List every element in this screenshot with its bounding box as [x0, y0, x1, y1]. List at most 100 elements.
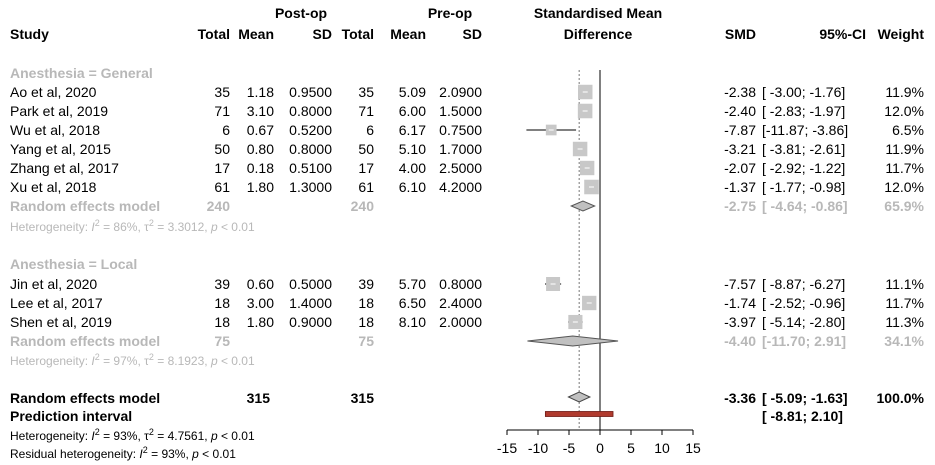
weight-value: 11.1% — [885, 276, 924, 292]
post-total: 18 — [214, 295, 230, 311]
post-total: 35 — [214, 84, 230, 100]
study-name: Lee et al, 2017 — [10, 295, 103, 311]
x-tick-label: 15 — [685, 440, 701, 456]
smd-value: -2.75 — [724, 198, 756, 214]
post-mean: 0.60 — [246, 276, 274, 292]
ci-value: [ -2.92; -1.22] — [762, 160, 846, 176]
post-total: 71 — [214, 103, 230, 119]
ci-value: [ -5.09; -1.63] — [762, 390, 848, 406]
study-name: Yang et al, 2015 — [10, 141, 111, 157]
post-total: 17 — [214, 160, 230, 176]
study-name: Park et al, 2019 — [10, 103, 109, 119]
smd-header-line1: Standardised Mean — [533, 5, 663, 21]
smd-value: -2.38 — [724, 84, 756, 100]
pre-total: 17 — [358, 160, 374, 176]
post-sd: 0.5000 — [289, 276, 332, 292]
pre-total: 61 — [358, 179, 374, 195]
study-column-header: Study — [10, 26, 49, 42]
post-mean: 3.10 — [246, 103, 274, 119]
x-tick-label: -15 — [497, 440, 517, 456]
model-label: Random effects model — [10, 333, 161, 349]
post-mean: 0.67 — [246, 122, 274, 138]
post-total: 50 — [214, 141, 230, 157]
study-name: Shen et al, 2019 — [10, 314, 112, 330]
post-mean: 0.18 — [246, 160, 274, 176]
post-total: 39 — [214, 276, 230, 292]
study-name: Wu et al, 2018 — [10, 122, 101, 138]
pre-total: 6 — [366, 122, 374, 138]
subgroup-label: Anesthesia = Local — [10, 256, 138, 272]
x-tick-label: 0 — [596, 440, 604, 456]
pre-mean: 4.00 — [398, 160, 426, 176]
pre-mean: 5.10 — [398, 141, 426, 157]
post-sd: 0.9500 — [289, 84, 332, 100]
study-name: Zhang et al, 2017 — [10, 160, 119, 176]
ci-value: [ -3.81; -2.61] — [762, 141, 846, 157]
pre-sd: 2.5000 — [439, 160, 482, 176]
post-sd: 0.5200 — [289, 122, 332, 138]
smd-value: -3.97 — [724, 314, 756, 330]
pre-total: 50 — [358, 141, 374, 157]
prediction-label: Prediction interval — [10, 408, 133, 424]
post-sd: 0.8000 — [289, 103, 332, 119]
model-label: Random effects model — [10, 390, 161, 406]
pre-total: 18 — [358, 295, 374, 311]
post-total: 240 — [206, 198, 230, 214]
residual-heterogeneity-text: Residual heterogeneity: I2 = 93%, p < 0.… — [10, 445, 236, 462]
study-name: Jin et al, 2020 — [10, 276, 98, 292]
pre-total: 35 — [358, 84, 374, 100]
subgroup-label: Anesthesia = General — [10, 65, 153, 81]
post-sd: 1.4000 — [289, 295, 332, 311]
post-sd: 0.9000 — [289, 314, 332, 330]
post-mean: 1.80 — [246, 314, 274, 330]
post-mean: 0.80 — [246, 141, 274, 157]
pre-mean-header: Mean — [390, 26, 426, 42]
post-total: 6 — [222, 122, 230, 138]
pre-total: 75 — [358, 333, 374, 349]
preop-header: Pre-op — [427, 5, 473, 21]
study-name: Ao et al, 2020 — [10, 84, 97, 100]
prediction-ci: [ -8.81; 2.10] — [762, 408, 843, 424]
pre-sd: 0.7500 — [439, 122, 482, 138]
post-sd: 1.3000 — [289, 179, 332, 195]
pre-total: 18 — [358, 314, 374, 330]
pre-total: 71 — [358, 103, 374, 119]
smd-value: -7.87 — [724, 122, 756, 138]
weight-value: 6.5% — [892, 122, 924, 138]
weight-value: 12.0% — [884, 103, 924, 119]
post-total: 61 — [214, 179, 230, 195]
subgroup-diamond — [569, 200, 596, 212]
pre-sd-header: SD — [462, 26, 482, 42]
weight-value: 65.9% — [884, 198, 924, 214]
pre-total: 240 — [350, 198, 374, 214]
weight-value: 11.7% — [885, 295, 924, 311]
ci-value: [ -2.83; -1.97] — [762, 103, 846, 119]
smd-value: -3.21 — [724, 141, 756, 157]
pre-mean: 5.70 — [398, 276, 426, 292]
smd-value: -3.36 — [724, 390, 756, 406]
post-total-header: Total — [197, 26, 230, 42]
pre-total: 315 — [350, 390, 374, 406]
pre-mean: 6.50 — [398, 295, 426, 311]
weight-value: 11.3% — [885, 314, 924, 330]
pre-total: 39 — [358, 276, 374, 292]
ci-column-header: 95%-CI — [819, 26, 866, 42]
x-tick-label: -5 — [563, 440, 576, 456]
post-mean: 1.18 — [246, 84, 274, 100]
smd-column-header: SMD — [724, 26, 756, 42]
post-mean: 1.80 — [246, 179, 274, 195]
heterogeneity-text: Heterogeneity: I2 = 86%, τ2 = 3.3012, p … — [10, 218, 255, 235]
ci-value: [ -8.87; -6.27] — [762, 276, 846, 292]
post-total: 315 — [246, 390, 270, 406]
pre-sd: 1.7000 — [439, 141, 482, 157]
x-tick-label: -10 — [528, 440, 548, 456]
pre-mean: 6.10 — [398, 179, 426, 195]
smd-value: -2.40 — [724, 103, 756, 119]
pre-sd: 2.4000 — [439, 295, 482, 311]
post-sd: 0.5100 — [289, 160, 332, 176]
study-name: Xu et al, 2018 — [10, 179, 97, 195]
smd-header-line2: Difference — [563, 26, 633, 42]
prediction-interval-bar — [544, 411, 614, 417]
pre-sd: 2.0000 — [439, 314, 482, 330]
